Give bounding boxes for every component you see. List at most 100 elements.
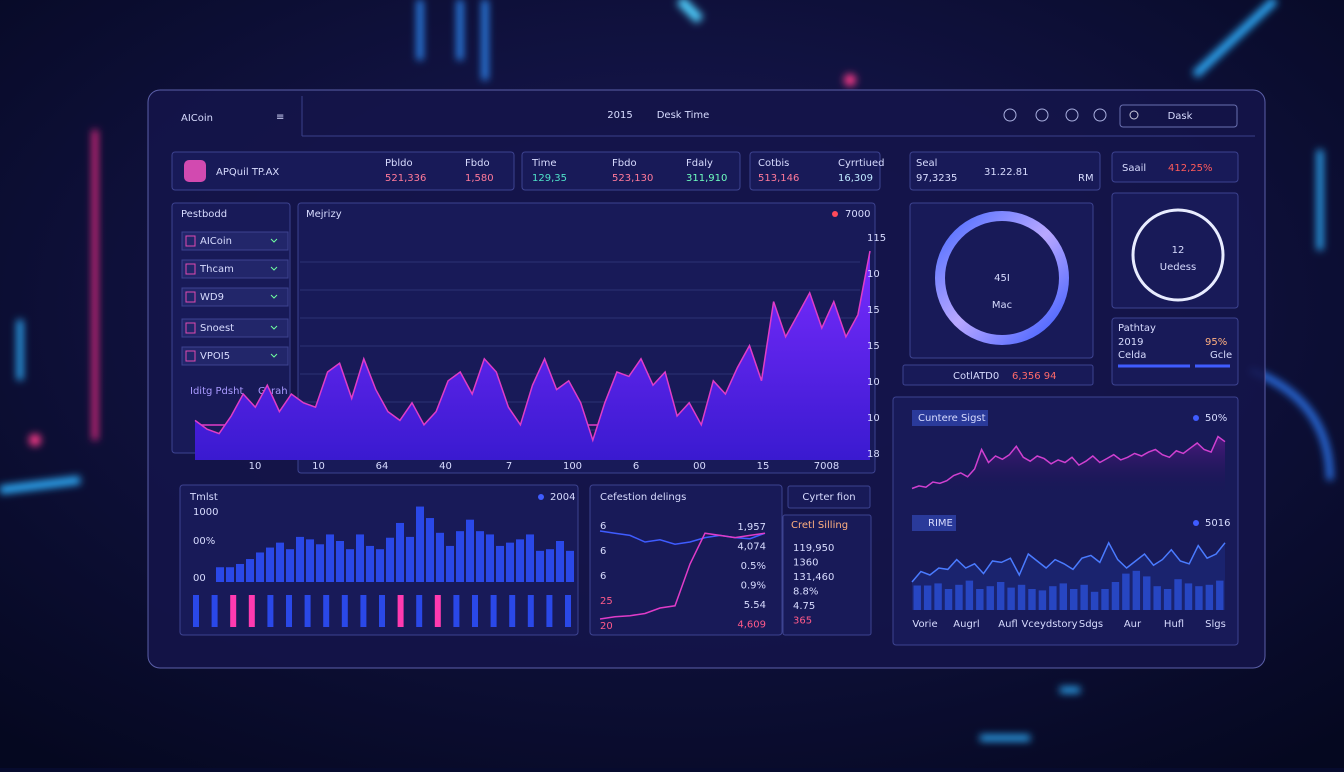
header-icons[interactable] <box>1003 108 1107 122</box>
sidebar-item[interactable] <box>181 231 289 251</box>
mini-bar <box>379 595 385 627</box>
search-box[interactable] <box>1119 104 1238 128</box>
mini-bar <box>565 595 571 627</box>
mini-bar <box>230 595 237 627</box>
bar <box>266 547 274 582</box>
bar <box>326 534 334 582</box>
chart-title: Cuntere Sigst <box>918 413 986 424</box>
sidebar-item[interactable] <box>181 287 289 307</box>
bar <box>965 580 974 610</box>
ticker-value: 16,309 <box>838 173 873 184</box>
bar <box>996 582 1005 610</box>
ticker-value: 521,336 <box>385 173 426 184</box>
bar <box>396 522 404 582</box>
chart-title: Mejrizy <box>306 209 342 220</box>
label: 6,356 94 <box>1012 371 1057 382</box>
label: 7000 <box>845 209 870 220</box>
gauge-ring <box>935 211 1069 345</box>
bar <box>986 586 994 610</box>
bar <box>1028 589 1036 610</box>
x-tick-label: 00 <box>693 461 706 472</box>
label: 1000 <box>193 507 218 518</box>
x-tick-label: 6 <box>633 461 639 472</box>
gauge-value: 12 <box>1172 245 1185 256</box>
label: Mac <box>992 300 1012 311</box>
area <box>912 542 1225 610</box>
bar <box>476 531 484 582</box>
item-icon <box>185 322 196 334</box>
item-icon <box>185 263 196 275</box>
bar <box>446 545 454 582</box>
bar <box>913 585 921 610</box>
x-tick-label: Aufl <box>998 619 1017 630</box>
label: 5.54 <box>744 600 766 611</box>
mini-bar <box>472 595 478 627</box>
sidebar-item-label: Thcam <box>199 264 234 275</box>
bar <box>1122 573 1130 610</box>
label: 4.75 <box>793 601 815 612</box>
y-tick-label: 15 <box>867 305 880 316</box>
ticker-icon <box>184 160 206 182</box>
line <box>599 532 766 620</box>
sidebar-item[interactable] <box>181 318 289 338</box>
label: Cotl <box>953 371 973 382</box>
label: 4,609 <box>737 620 766 631</box>
bar <box>1090 591 1099 610</box>
sidebar-item-label: VPOI5 <box>200 351 230 362</box>
mini-bar <box>341 595 348 627</box>
bar <box>1216 580 1224 610</box>
menu-icon[interactable]: ≡ <box>276 112 284 123</box>
label: 1360 <box>793 558 818 569</box>
sidebar-item[interactable] <box>181 259 289 279</box>
label: Gcle <box>1210 350 1232 361</box>
x-tick-label: Aur <box>1124 619 1142 630</box>
x-tick-label: 15 <box>757 461 770 472</box>
x-tick-label: 100 <box>563 461 582 472</box>
label: 119,950 <box>793 543 834 554</box>
label: Cretl Silling <box>791 520 848 531</box>
label: Cotbis <box>758 158 789 169</box>
bar <box>306 539 314 582</box>
item-icon <box>185 350 196 362</box>
x-tick-label: Slgs <box>1205 619 1226 630</box>
legend-dot <box>832 211 838 217</box>
chevron <box>270 266 278 271</box>
mini-bar <box>323 595 330 627</box>
x-tick-label: 7008 <box>814 461 839 472</box>
bar <box>536 550 544 582</box>
x-tick-label: 10 <box>249 461 262 472</box>
bar <box>1049 586 1057 610</box>
mini-bar <box>546 595 553 627</box>
bar <box>496 545 504 582</box>
mini-bar <box>267 595 274 627</box>
label: 6 <box>600 546 606 557</box>
mini-bar <box>527 595 534 627</box>
bar <box>386 537 394 582</box>
label: Uedess <box>1160 262 1196 273</box>
x-tick-label: 40 <box>439 461 452 472</box>
legend-dot <box>1193 520 1199 526</box>
label: 5016 <box>1205 518 1230 529</box>
bar <box>406 536 414 582</box>
label: 4,074 <box>737 542 766 553</box>
mini-bar <box>304 595 311 627</box>
label: 365 <box>793 616 812 627</box>
label: Seal <box>916 158 937 169</box>
sidebar-item[interactable] <box>181 346 289 366</box>
label: Cyrrtiued <box>838 158 884 169</box>
chevron <box>270 294 278 299</box>
label: 25 <box>600 596 613 607</box>
item-icon <box>185 235 196 247</box>
x-tick-label: 10 <box>312 461 325 472</box>
mini-bar <box>509 595 516 627</box>
mini-bar <box>490 595 497 627</box>
bar <box>436 532 444 582</box>
item-icon <box>185 291 196 303</box>
bar <box>286 549 294 582</box>
mini-bar <box>248 595 255 627</box>
label: Fbdo <box>465 158 490 169</box>
gauge-ring-small <box>1131 208 1225 302</box>
y-tick-label: 10 <box>867 269 880 280</box>
chevron <box>270 325 278 330</box>
title-chip <box>912 410 988 426</box>
